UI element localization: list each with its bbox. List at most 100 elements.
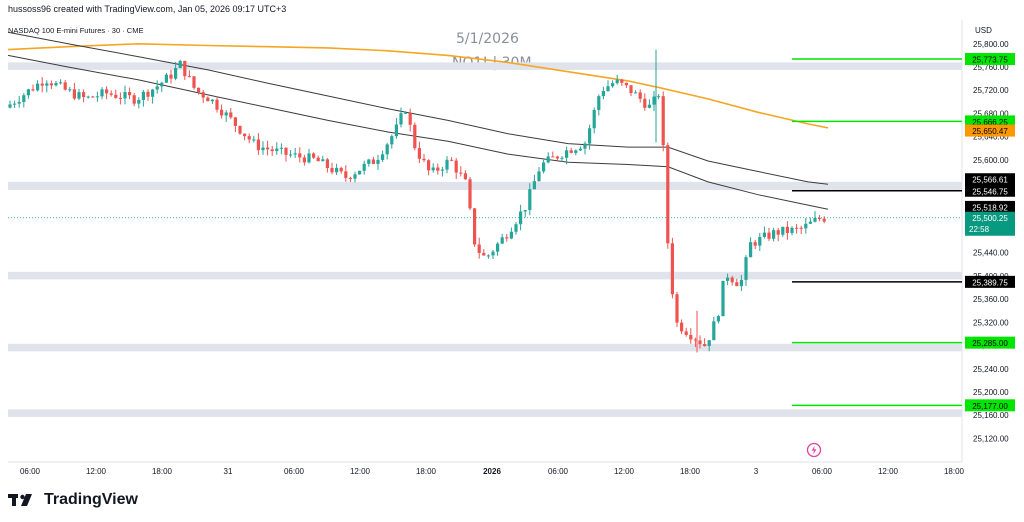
candle-body xyxy=(601,91,605,97)
candle-body xyxy=(431,167,435,171)
level-tag-1 xyxy=(965,115,1015,128)
zone-band-2 xyxy=(8,271,962,280)
candle-body xyxy=(703,344,707,347)
x-tick-label: 18:00 xyxy=(152,467,173,476)
candle-body xyxy=(247,136,251,140)
candle-body xyxy=(321,159,325,162)
candle-body xyxy=(486,255,490,257)
candle-body xyxy=(344,171,348,178)
candle-body xyxy=(762,232,766,237)
candle-body xyxy=(804,223,808,229)
x-tick-label: 06:00 xyxy=(812,467,833,476)
countdown-label: 22:58 xyxy=(969,225,990,234)
candle-body xyxy=(183,60,187,77)
tradingview-logo[interactable]: TradingView xyxy=(8,491,138,509)
candle-body xyxy=(220,109,224,116)
candle-body xyxy=(670,243,674,295)
candle-body xyxy=(721,280,725,317)
candle-body xyxy=(215,99,219,110)
candle-body xyxy=(128,92,132,96)
candle-body xyxy=(689,334,693,340)
candle-body xyxy=(13,103,17,105)
price-tag-2 xyxy=(965,200,1015,213)
candle-body xyxy=(440,169,444,171)
candle-body xyxy=(523,210,527,212)
currency-label: USD xyxy=(975,26,992,35)
level-tag-2 xyxy=(965,184,1015,197)
candle-body xyxy=(279,147,283,149)
candle-body xyxy=(275,148,279,152)
candle-body xyxy=(8,104,12,108)
candle-body xyxy=(583,143,587,149)
price-tag-0 xyxy=(965,124,1015,137)
candle-body xyxy=(813,218,817,222)
level-tag-label-1: 25,666.25 xyxy=(972,118,1008,127)
zone-band-0 xyxy=(8,62,962,70)
last-price-label: 25,500.25 xyxy=(972,214,1008,223)
candle-body xyxy=(22,95,26,103)
candle-body xyxy=(26,89,30,96)
candle-body xyxy=(325,159,329,168)
x-tick-label: 06:00 xyxy=(548,467,569,476)
candle-body xyxy=(261,147,265,151)
candle-body xyxy=(252,139,256,141)
candle-body xyxy=(781,226,785,235)
candle-body xyxy=(394,124,398,137)
zone-band-3 xyxy=(8,343,962,352)
candle-body xyxy=(772,230,776,239)
x-tick-label: 2026 xyxy=(483,467,501,476)
candle-body xyxy=(519,211,523,225)
candle-body xyxy=(307,153,311,163)
candle-body xyxy=(229,112,233,118)
level-tag-5 xyxy=(965,399,1015,412)
price-tag-label-1: 25,566.61 xyxy=(972,176,1008,185)
level-tag-label-0: 25,773.75 xyxy=(972,56,1008,65)
candle-body xyxy=(40,83,44,86)
candle-body xyxy=(160,82,164,87)
candle-body xyxy=(680,322,684,332)
candle-body xyxy=(123,92,127,99)
candle-body xyxy=(634,92,638,94)
candle-body xyxy=(753,242,757,246)
candle-body xyxy=(348,177,352,179)
candle-body xyxy=(413,124,417,149)
candle-body xyxy=(716,316,720,322)
x-tick-label: 18:00 xyxy=(680,467,701,476)
candle-body xyxy=(693,339,697,341)
candle-body xyxy=(569,150,573,153)
candle-body xyxy=(500,237,504,244)
candle-body xyxy=(578,148,582,151)
candle-body xyxy=(72,89,76,99)
candle-body xyxy=(726,277,730,281)
candle-body xyxy=(785,226,789,233)
candle-body xyxy=(468,179,472,209)
candle-body xyxy=(95,96,99,98)
candle-body xyxy=(615,79,619,84)
candle-body xyxy=(197,87,201,93)
candle-body xyxy=(749,242,753,258)
candle-body xyxy=(542,162,546,172)
candle-body xyxy=(730,277,734,283)
candle-body xyxy=(371,159,375,164)
candle-body xyxy=(528,189,532,211)
candle-body xyxy=(808,221,812,224)
candle-body xyxy=(624,82,628,86)
x-tick-label: 12:00 xyxy=(614,467,635,476)
candle-body xyxy=(436,167,440,171)
candle-body xyxy=(647,104,651,108)
moving-average-1 xyxy=(7,31,829,185)
candle-body xyxy=(454,160,458,173)
x-tick-label: 18:00 xyxy=(416,467,437,476)
x-tick-label: 31 xyxy=(224,467,233,476)
lightning-icon[interactable] xyxy=(806,442,822,458)
candle-body xyxy=(643,98,647,108)
moving-average-2 xyxy=(7,54,829,210)
candle-body xyxy=(169,74,173,79)
candle-body xyxy=(661,96,665,146)
candle-body xyxy=(588,128,592,144)
candle-body xyxy=(49,83,53,86)
candle-body xyxy=(417,148,421,159)
candle-body xyxy=(302,157,306,163)
candle-body xyxy=(611,83,615,87)
